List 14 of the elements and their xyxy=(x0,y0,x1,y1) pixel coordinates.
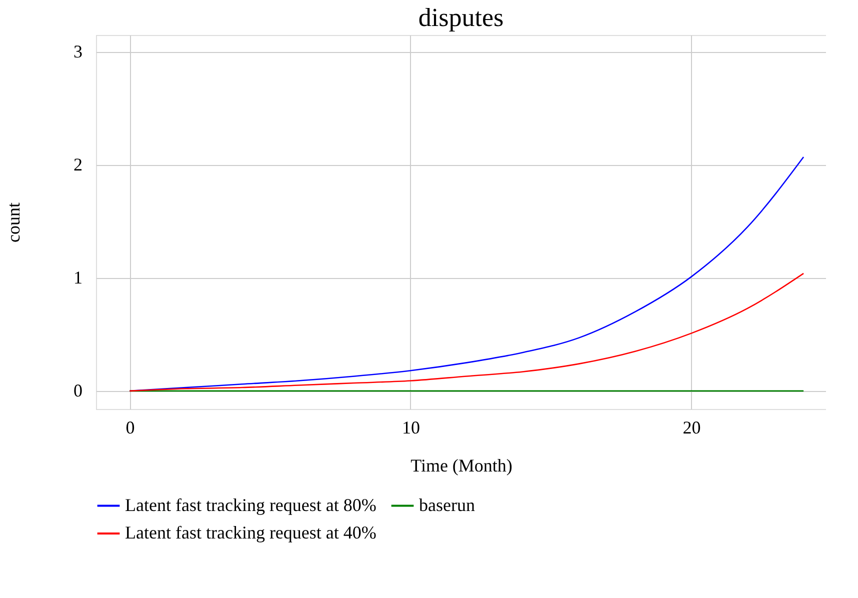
x-tick-label: 20 xyxy=(682,418,701,438)
y-tick-label: 3 xyxy=(74,41,82,62)
x-tick-label: 10 xyxy=(402,418,420,438)
line-series xyxy=(129,272,804,392)
y-tick-label: 2 xyxy=(74,154,82,174)
y-tick-label: 1 xyxy=(74,267,82,288)
x-axis-title: Time (Month) xyxy=(410,456,512,476)
legend-label: Latent fast tracking request at 40% xyxy=(125,522,376,542)
x-tick-label: 0 xyxy=(126,418,135,438)
legend-label: Latent fast tracking request at 80% xyxy=(125,494,376,515)
chart-title: disputes xyxy=(418,3,504,32)
y-axis-title: count xyxy=(4,202,24,242)
legend-label: baserun xyxy=(419,494,475,515)
y-tick-label: 0 xyxy=(74,380,82,400)
